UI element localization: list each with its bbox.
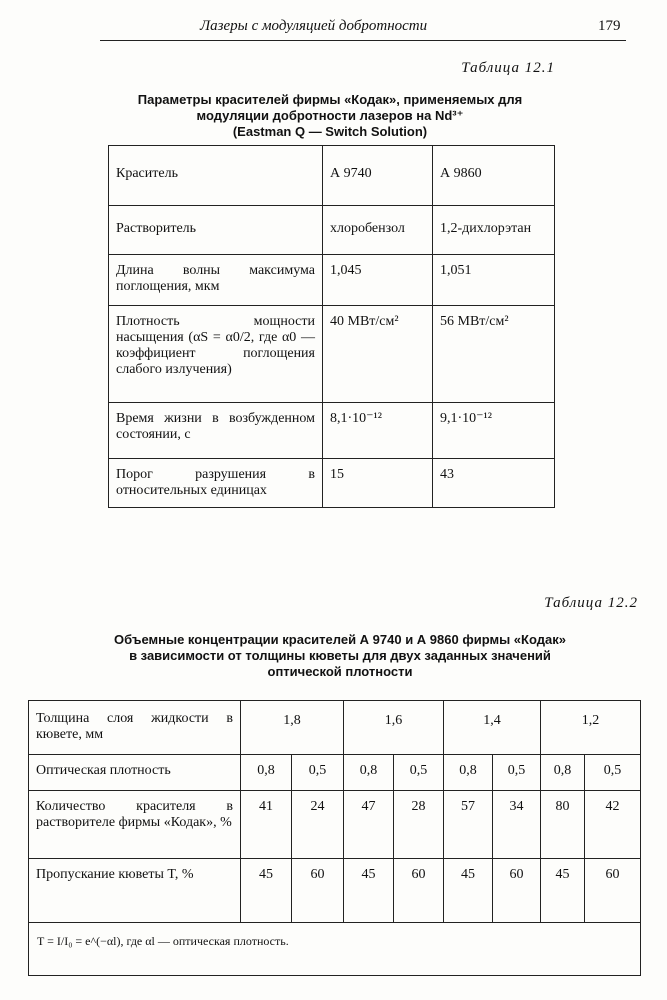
running-title: Лазеры с модуляцией добротности [200, 18, 428, 34]
cell: 1,2 [540, 700, 641, 755]
cell: 1,6 [343, 700, 444, 755]
cell: 56 МВт/см² [432, 305, 555, 403]
cell: 0,8 [343, 754, 394, 791]
cell: 0,5 [584, 754, 641, 791]
cell: 9,1·10⁻¹² [432, 402, 555, 459]
cell: 0,5 [492, 754, 541, 791]
table-row: Пропускание кюветы T, % 45 60 45 60 45 60 45 60 [28, 858, 641, 923]
caption-line: в зависимости от толщины кюветы для двух… [129, 648, 551, 663]
cell: Растворитель [108, 205, 323, 255]
caption-line: (Eastman Q — Switch Solution) [232, 124, 428, 139]
footnote: T = I/I₀ = e^(−αl), где αl — оптическая … [28, 922, 641, 976]
cell: Толщина слоя жидкости в кювете, мм [28, 700, 241, 755]
cell: 8,1·10⁻¹² [322, 402, 433, 459]
table2: Толщина слоя жидкости в кювете, мм 1,8 1… [28, 700, 641, 976]
cell: А 9860 [432, 145, 555, 206]
header-rule [100, 40, 626, 41]
table-row: Краситель А 9740 А 9860 [108, 145, 555, 206]
cell: 1,2-дихлорэтан [432, 205, 555, 255]
table-row: Растворитель хлоробензол 1,2-дихлорэтан [108, 205, 555, 255]
table1: Краситель А 9740 А 9860 Растворитель хлороб… [108, 145, 555, 508]
table-row: Порог разрушения в относительных единица… [108, 458, 555, 508]
cell: Оптическая плотность [28, 754, 241, 791]
cell: 45 [443, 858, 493, 923]
cell: 43 [432, 458, 555, 508]
table-row: Длина волны максимума поглощения, мкм 1,0… [108, 254, 555, 306]
table2-label: Таблица 12.2 [544, 595, 638, 611]
cell: Время жизни в возбужденном состоянии, с [108, 402, 323, 459]
table1-label: Таблица 12.1 [461, 60, 555, 76]
caption-line: оптической плотности [267, 664, 413, 679]
cell: А 9740 [322, 145, 433, 206]
cell: 0,5 [393, 754, 444, 791]
table-row: Количество красителя в растворителе фирм… [28, 790, 641, 859]
cell: 24 [291, 790, 344, 859]
cell: Пропускание кюветы T, % [28, 858, 241, 923]
cell: 60 [584, 858, 641, 923]
cell: 45 [343, 858, 394, 923]
cell: Длина волны максимума поглощения, мкм [108, 254, 323, 306]
table1-caption: Параметры красителей фирмы «Кодак», прим… [80, 92, 580, 140]
caption-line: Параметры красителей фирмы «Кодак», прим… [137, 92, 523, 107]
cell: 60 [393, 858, 444, 923]
table-row: T = I/I₀ = e^(−αl), где αl — оптическая … [28, 922, 641, 976]
cell: 42 [584, 790, 641, 859]
cell: 41 [240, 790, 292, 859]
cell: 1,4 [443, 700, 541, 755]
cell: 1,8 [240, 700, 344, 755]
page-number: 179 [598, 18, 621, 34]
cell: Порог разрушения в относительных единица… [108, 458, 323, 508]
cell: 45 [540, 858, 585, 923]
table2-caption: Объемные концентрации красителей А 9740 … [20, 632, 660, 680]
cell: 1,051 [432, 254, 555, 306]
cell: Плотность мощности насыщения (αS = α0/2,… [108, 305, 323, 403]
cell: 45 [240, 858, 292, 923]
caption-line: модуляции добротности лазеров на Nd³⁺ [196, 108, 464, 123]
cell: Количество красителя в растворителе фирм… [28, 790, 241, 859]
cell: Краситель [108, 145, 323, 206]
table-row: Оптическая плотность 0,8 0,5 0,8 0,5 0,8 0,5 0,… [28, 754, 641, 791]
cell: 1,045 [322, 254, 433, 306]
cell: 0,8 [443, 754, 493, 791]
cell: 15 [322, 458, 433, 508]
cell: 60 [291, 858, 344, 923]
cell: 0,5 [291, 754, 344, 791]
cell: 60 [492, 858, 541, 923]
table-row: Толщина слоя жидкости в кювете, мм 1,8 1… [28, 700, 641, 755]
cell: 40 МВт/см² [322, 305, 433, 403]
cell: 80 [540, 790, 585, 859]
caption-line: Объемные концентрации красителей А 9740 … [114, 632, 566, 647]
cell: хлоробензол [322, 205, 433, 255]
table-row: Плотность мощности насыщения (αS = α0/2,… [108, 305, 555, 403]
cell: 47 [343, 790, 394, 859]
cell: 0,8 [240, 754, 292, 791]
cell: 34 [492, 790, 541, 859]
cell: 57 [443, 790, 493, 859]
cell: 28 [393, 790, 444, 859]
cell: 0,8 [540, 754, 585, 791]
